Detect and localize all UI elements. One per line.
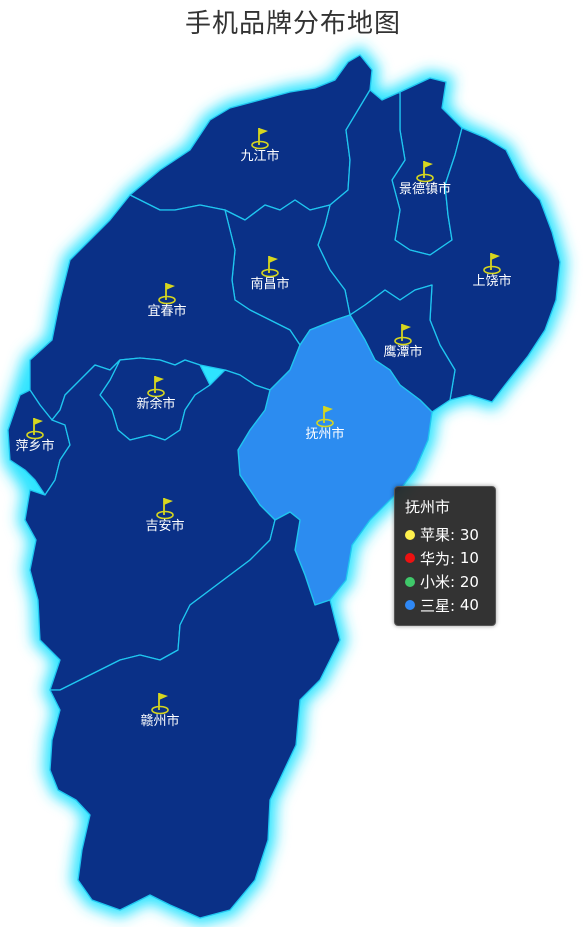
flag-icon	[159, 693, 168, 700]
city-marker-yichun[interactable]: 宜春市	[147, 283, 187, 319]
tooltip-value: 30	[459, 525, 479, 544]
tooltip-title: 抚州市	[405, 498, 451, 516]
region-jiujiang[interactable]	[129, 54, 373, 221]
legend-dot	[405, 576, 415, 587]
city-marker-pingxiang[interactable]: 萍乡市	[15, 418, 55, 454]
city-marker-nanchang[interactable]: 南昌市	[250, 256, 290, 292]
flag-base-icon	[26, 430, 44, 440]
flag-base-icon	[316, 418, 334, 428]
city-marker-jingdezhen[interactable]: 景德镇市	[399, 161, 451, 197]
map-regions	[7, 54, 561, 919]
tooltip-value: 20	[459, 572, 479, 591]
flag-icon	[491, 253, 500, 260]
flag-base-icon	[483, 265, 501, 275]
flag-icon	[166, 283, 175, 290]
city-label: 新余市	[136, 396, 175, 412]
legend-dot	[405, 553, 415, 564]
city-label: 景德镇市	[399, 181, 451, 197]
city-marker-xinyu[interactable]: 新余市	[136, 376, 176, 412]
tooltip-row: 三星: 40	[405, 594, 485, 618]
tooltip-label: 三星:	[420, 596, 456, 615]
flag-icon	[269, 256, 278, 263]
map-title: 手机品牌分布地图	[184, 9, 401, 39]
tooltip-label: 华为:	[420, 549, 456, 568]
flag-base-icon	[147, 388, 165, 398]
flag-icon	[424, 161, 433, 168]
flag-base-icon	[416, 173, 434, 183]
city-marker-ganzhou[interactable]: 赣州市	[140, 693, 180, 729]
city-label: 上饶市	[472, 273, 511, 289]
tooltip-value: 10	[459, 549, 479, 568]
city-label: 赣州市	[140, 713, 179, 729]
city-label: 吉安市	[145, 518, 184, 534]
city-marker-shangrao[interactable]: 上饶市	[472, 253, 512, 289]
city-label: 宜春市	[147, 303, 186, 319]
flag-icon	[34, 418, 43, 425]
city-label: 九江市	[240, 148, 279, 164]
flag-icon	[324, 406, 333, 413]
region-jian[interactable]	[24, 359, 276, 691]
tooltip-row: 华为: 10	[405, 547, 485, 571]
region-tooltip: 抚州市 苹果: 30 华为: 10 小米: 20 三星: 40	[394, 486, 496, 626]
tooltip-row: 小米: 20	[405, 570, 485, 594]
city-marker-jian[interactable]: 吉安市	[145, 498, 185, 534]
flag-icon	[402, 324, 411, 331]
legend-dot	[405, 600, 415, 611]
city-marker-jiujiang[interactable]: 九江市	[240, 128, 280, 164]
city-marker-yingtan[interactable]: 鹰潭市	[383, 324, 423, 360]
city-label: 南昌市	[250, 276, 289, 292]
city-label: 鹰潭市	[383, 344, 422, 360]
flag-base-icon	[158, 295, 176, 305]
city-label: 抚州市	[305, 426, 344, 442]
tooltip-value: 40	[459, 596, 479, 615]
flag-icon	[155, 376, 164, 383]
flag-base-icon	[261, 268, 279, 278]
flag-base-icon	[394, 336, 412, 346]
city-label: 萍乡市	[15, 438, 54, 454]
flag-base-icon	[156, 510, 174, 520]
flag-icon	[259, 128, 268, 135]
tooltip-label: 小米:	[420, 573, 456, 592]
legend-dot	[405, 529, 415, 540]
flag-base-icon	[251, 140, 269, 150]
tooltip-row: 苹果: 30	[405, 523, 485, 547]
city-marker-fuzhou[interactable]: 抚州市	[305, 406, 345, 442]
flag-base-icon	[151, 705, 169, 715]
tooltip-label: 苹果:	[420, 526, 456, 545]
flag-icon	[164, 498, 173, 505]
region-ganzhou[interactable]	[49, 511, 341, 919]
